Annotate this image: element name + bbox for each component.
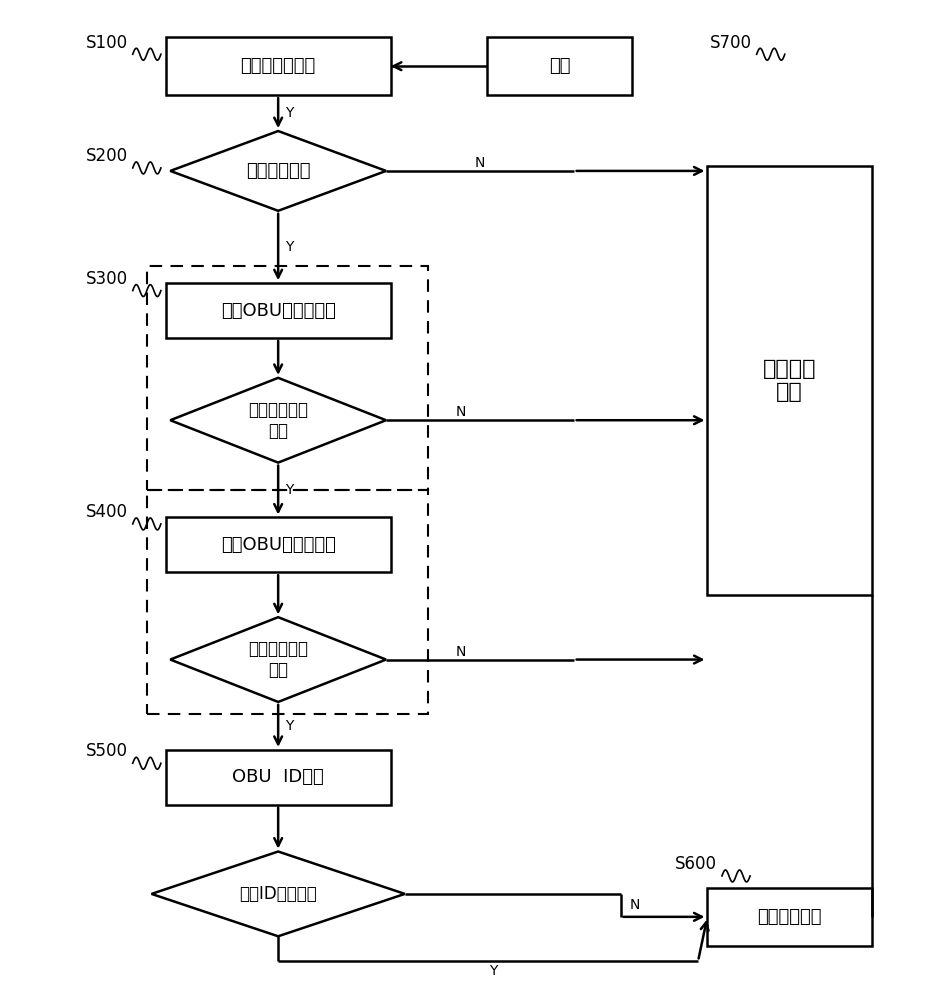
Text: S700: S700 — [710, 34, 752, 52]
Text: S600: S600 — [675, 855, 717, 873]
Text: OBU  ID导入: OBU ID导入 — [232, 768, 324, 786]
Text: 保存测试信息: 保存测试信息 — [758, 908, 821, 926]
Text: 检测软件版本: 检测软件版本 — [246, 162, 311, 180]
Text: N: N — [474, 156, 485, 170]
Polygon shape — [170, 378, 386, 463]
Text: 测试OBU的射频参数: 测试OBU的射频参数 — [221, 536, 336, 554]
Bar — [486, 37, 632, 95]
Text: N: N — [456, 405, 467, 419]
Polygon shape — [152, 852, 405, 936]
Text: 射频参数是否
合格: 射频参数是否 合格 — [248, 640, 308, 679]
Text: 扫描产品条形码: 扫描产品条形码 — [241, 57, 316, 75]
Text: N: N — [456, 645, 467, 659]
Text: Y: Y — [285, 719, 293, 733]
Bar — [147, 490, 428, 714]
Bar — [166, 750, 391, 805]
Text: 打印故障
信息: 打印故障 信息 — [763, 359, 816, 402]
Text: 电气参数是否
合格: 电气参数是否 合格 — [248, 401, 308, 440]
Polygon shape — [170, 617, 386, 702]
Text: Y: Y — [488, 964, 497, 978]
Text: Y: Y — [285, 240, 293, 254]
Text: S400: S400 — [86, 503, 128, 521]
Text: S300: S300 — [86, 270, 128, 288]
Text: 测试OBU的电气参数: 测试OBU的电气参数 — [221, 302, 336, 320]
Text: Y: Y — [285, 483, 293, 497]
Text: S500: S500 — [86, 742, 128, 760]
Bar — [708, 166, 871, 595]
Text: Y: Y — [285, 106, 293, 120]
Text: S200: S200 — [86, 147, 128, 165]
Bar — [166, 517, 391, 572]
Bar — [708, 888, 871, 946]
Polygon shape — [170, 131, 386, 211]
Bar — [166, 283, 391, 338]
Bar — [147, 266, 428, 490]
Bar — [166, 37, 391, 95]
Text: S100: S100 — [86, 34, 128, 52]
Text: 开始: 开始 — [549, 57, 570, 75]
Text: N: N — [630, 898, 641, 912]
Text: 判断ID是否一致: 判断ID是否一致 — [239, 885, 317, 903]
